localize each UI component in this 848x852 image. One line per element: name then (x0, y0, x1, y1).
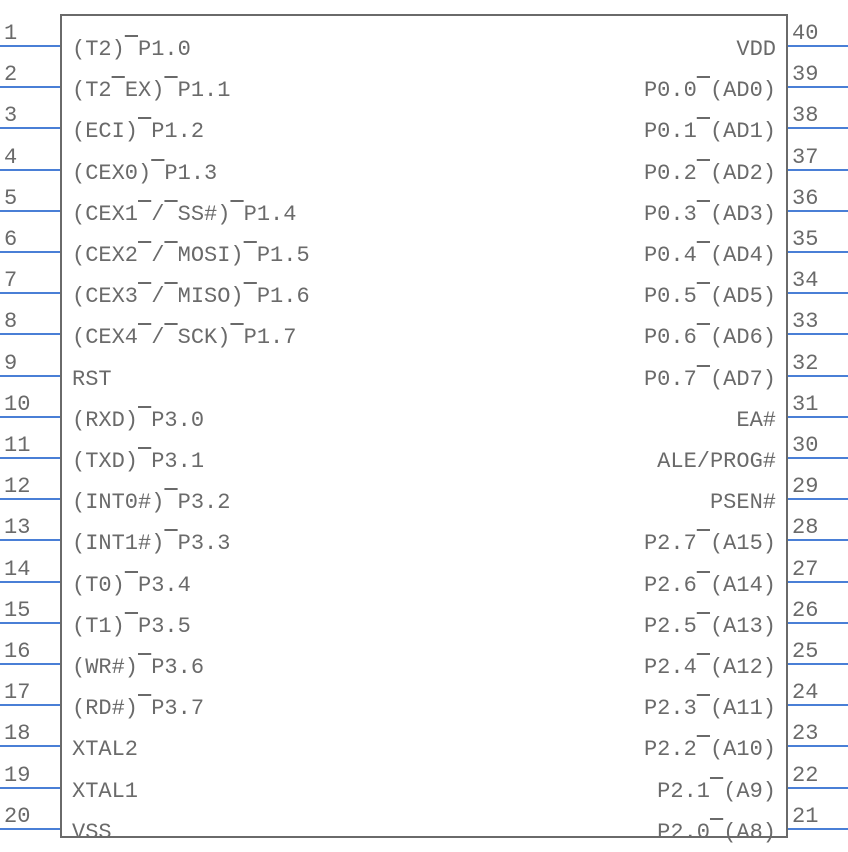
pin-number: 26 (792, 598, 844, 623)
pin-label: P2.2 (A10) (644, 737, 776, 762)
pin-number: 23 (792, 721, 844, 746)
pin-label: P2.3 (A11) (644, 696, 776, 721)
pin-label: (T1) P3.5 (72, 614, 191, 639)
pin-number: 10 (4, 392, 56, 417)
pin-number: 7 (4, 268, 56, 293)
pin-number: 18 (4, 721, 56, 746)
pin-number: 13 (4, 515, 56, 540)
pin-label: (WR#) P3.6 (72, 655, 204, 680)
pin-number: 28 (792, 515, 844, 540)
pin-label: (T0) P3.4 (72, 573, 191, 598)
pin-label: (RD#) P3.7 (72, 696, 204, 721)
pin-label: (CEX0) P1.3 (72, 161, 217, 186)
pin-label: (TXD) P3.1 (72, 449, 204, 474)
pin-number: 19 (4, 763, 56, 788)
pin-number: 21 (792, 804, 844, 829)
pin-number: 14 (4, 557, 56, 582)
pin-label: P0.5 (AD5) (644, 284, 776, 309)
pin-number: 24 (792, 680, 844, 705)
pin-label: (CEX3 / MISO) P1.6 (72, 284, 310, 309)
pin-number: 40 (792, 21, 844, 46)
pin-label: P2.4 (A12) (644, 655, 776, 680)
pin-number: 9 (4, 351, 56, 376)
pin-label: VDD (736, 37, 776, 62)
pin-number: 4 (4, 145, 56, 170)
pin-number: 22 (792, 763, 844, 788)
pin-label: P0.1 (AD1) (644, 119, 776, 144)
pin-label: (CEX2 / MOSI) P1.5 (72, 243, 310, 268)
pin-number: 3 (4, 103, 56, 128)
pin-number: 2 (4, 62, 56, 87)
pin-number: 20 (4, 804, 56, 829)
pin-label: VSS (72, 820, 112, 845)
pin-number: 35 (792, 227, 844, 252)
pin-number: 34 (792, 268, 844, 293)
pin-label: PSEN# (710, 490, 776, 515)
pin-number: 32 (792, 351, 844, 376)
pin-number: 37 (792, 145, 844, 170)
pin-label: P2.1 (A9) (657, 779, 776, 804)
pin-label: P0.2 (AD2) (644, 161, 776, 186)
pin-label: XTAL1 (72, 779, 138, 804)
pin-label: (RXD) P3.0 (72, 408, 204, 433)
pin-label: XTAL2 (72, 737, 138, 762)
pin-number: 5 (4, 186, 56, 211)
pin-label: P0.7 (AD7) (644, 367, 776, 392)
pin-number: 39 (792, 62, 844, 87)
pin-number: 6 (4, 227, 56, 252)
pin-number: 27 (792, 557, 844, 582)
pin-label: RST (72, 367, 112, 392)
pin-number: 38 (792, 103, 844, 128)
pin-number: 17 (4, 680, 56, 705)
pin-label: (CEX1 / SS#) P1.4 (72, 202, 296, 227)
pin-number: 16 (4, 639, 56, 664)
pin-number: 36 (792, 186, 844, 211)
pin-label: (INT1#) P3.3 (72, 531, 230, 556)
pin-number: 29 (792, 474, 844, 499)
pin-number: 12 (4, 474, 56, 499)
pin-label: (INT0#) P3.2 (72, 490, 230, 515)
pin-number: 33 (792, 309, 844, 334)
pin-number: 11 (4, 433, 56, 458)
pin-number: 30 (792, 433, 844, 458)
pinout-diagram: 1 (T2) P1.0 2 (T2 EX) P1.1 3 (ECI) P1.2 4 (CEX0… (0, 0, 848, 852)
pin-label: (CEX4 / SCK) P1.7 (72, 325, 296, 350)
pin-label: (T2 EX) P1.1 (72, 78, 230, 103)
pin-number: 15 (4, 598, 56, 623)
pin-label: P2.7 (A15) (644, 531, 776, 556)
pin-number: 1 (4, 21, 56, 46)
pin-label: P2.0 (A8) (657, 820, 776, 845)
pin-label: P0.4 (AD4) (644, 243, 776, 268)
pin-label: P2.5 (A13) (644, 614, 776, 639)
pin-number: 8 (4, 309, 56, 334)
pin-label: (ECI) P1.2 (72, 119, 204, 144)
pin-label: ALE/PROG# (657, 449, 776, 474)
pin-label: P2.6 (A14) (644, 573, 776, 598)
pin-label: P0.6 (AD6) (644, 325, 776, 350)
pin-number: 25 (792, 639, 844, 664)
pin-number: 31 (792, 392, 844, 417)
pin-label: EA# (736, 408, 776, 433)
pin-label: (T2) P1.0 (72, 37, 191, 62)
pin-label: P0.3 (AD3) (644, 202, 776, 227)
pin-label: P0.0 (AD0) (644, 78, 776, 103)
